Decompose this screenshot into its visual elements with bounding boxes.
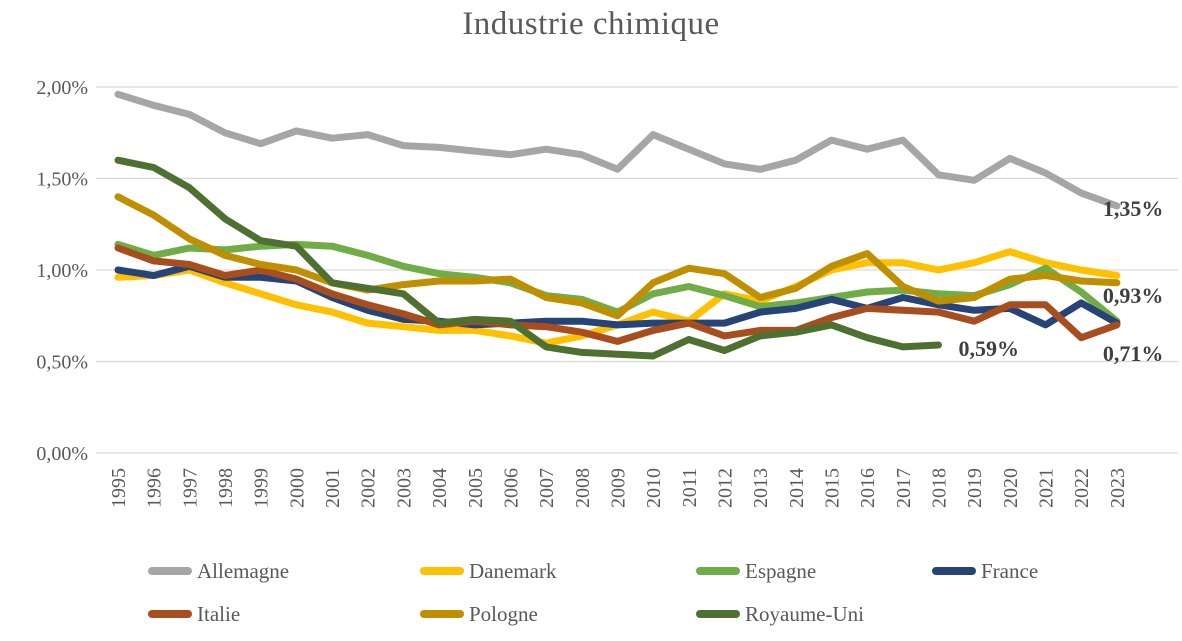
x-tick-2014: 2014 xyxy=(786,468,808,508)
x-tick-2001: 2001 xyxy=(322,468,344,508)
x-tick-2019: 2019 xyxy=(964,468,986,508)
series-line-royaume-uni xyxy=(114,156,942,360)
chart-title: Industrie chimique xyxy=(462,6,720,42)
x-tick-1998: 1998 xyxy=(215,468,237,508)
data-label-pologne: 0,93% xyxy=(1103,283,1164,308)
data-label-allemagne: 1,35% xyxy=(1103,196,1164,221)
y-tick-2,00%: 2,00% xyxy=(36,77,88,99)
x-tick-2004: 2004 xyxy=(429,468,451,508)
x-tick-2003: 2003 xyxy=(393,468,415,508)
data-label-france: 0,71% xyxy=(1103,341,1164,366)
y-tick-0,50%: 0,50% xyxy=(36,352,88,374)
series-line-pologne xyxy=(114,193,1121,320)
x-tick-2023: 2023 xyxy=(1107,468,1129,508)
x-tick-2016: 2016 xyxy=(857,468,879,508)
x-tick-2018: 2018 xyxy=(929,468,951,508)
x-tick-2013: 2013 xyxy=(750,468,772,508)
x-tick-2005: 2005 xyxy=(465,468,487,508)
y-tick-0,00%: 0,00% xyxy=(36,443,88,465)
x-tick-2000: 2000 xyxy=(286,468,308,508)
x-tick-2007: 2007 xyxy=(536,468,558,508)
y-tick-1,50%: 1,50% xyxy=(36,169,88,191)
x-tick-1997: 1997 xyxy=(179,468,201,508)
x-tick-2008: 2008 xyxy=(572,468,594,508)
x-tick-2020: 2020 xyxy=(1000,468,1022,508)
x-tick-2012: 2012 xyxy=(714,468,736,508)
x-tick-2009: 2009 xyxy=(607,468,629,508)
x-tick-1999: 1999 xyxy=(251,468,273,508)
data-label-royaume-uni: 0,59% xyxy=(959,336,1020,361)
x-tick-2006: 2006 xyxy=(500,468,522,508)
x-tick-2021: 2021 xyxy=(1036,468,1058,508)
x-tick-1996: 1996 xyxy=(144,468,166,508)
series-line-italie xyxy=(114,244,1121,345)
x-tick-2017: 2017 xyxy=(893,468,915,508)
series-line-france xyxy=(114,262,1121,329)
y-tick-1,00%: 1,00% xyxy=(36,260,88,282)
x-tick-2011: 2011 xyxy=(679,468,701,507)
series-line-allemagne xyxy=(114,90,1121,210)
x-tick-2022: 2022 xyxy=(1071,468,1093,508)
x-tick-2015: 2015 xyxy=(822,468,844,508)
x-tick-2002: 2002 xyxy=(358,468,380,508)
x-tick-2010: 2010 xyxy=(643,468,665,508)
x-tick-1995: 1995 xyxy=(108,468,130,508)
